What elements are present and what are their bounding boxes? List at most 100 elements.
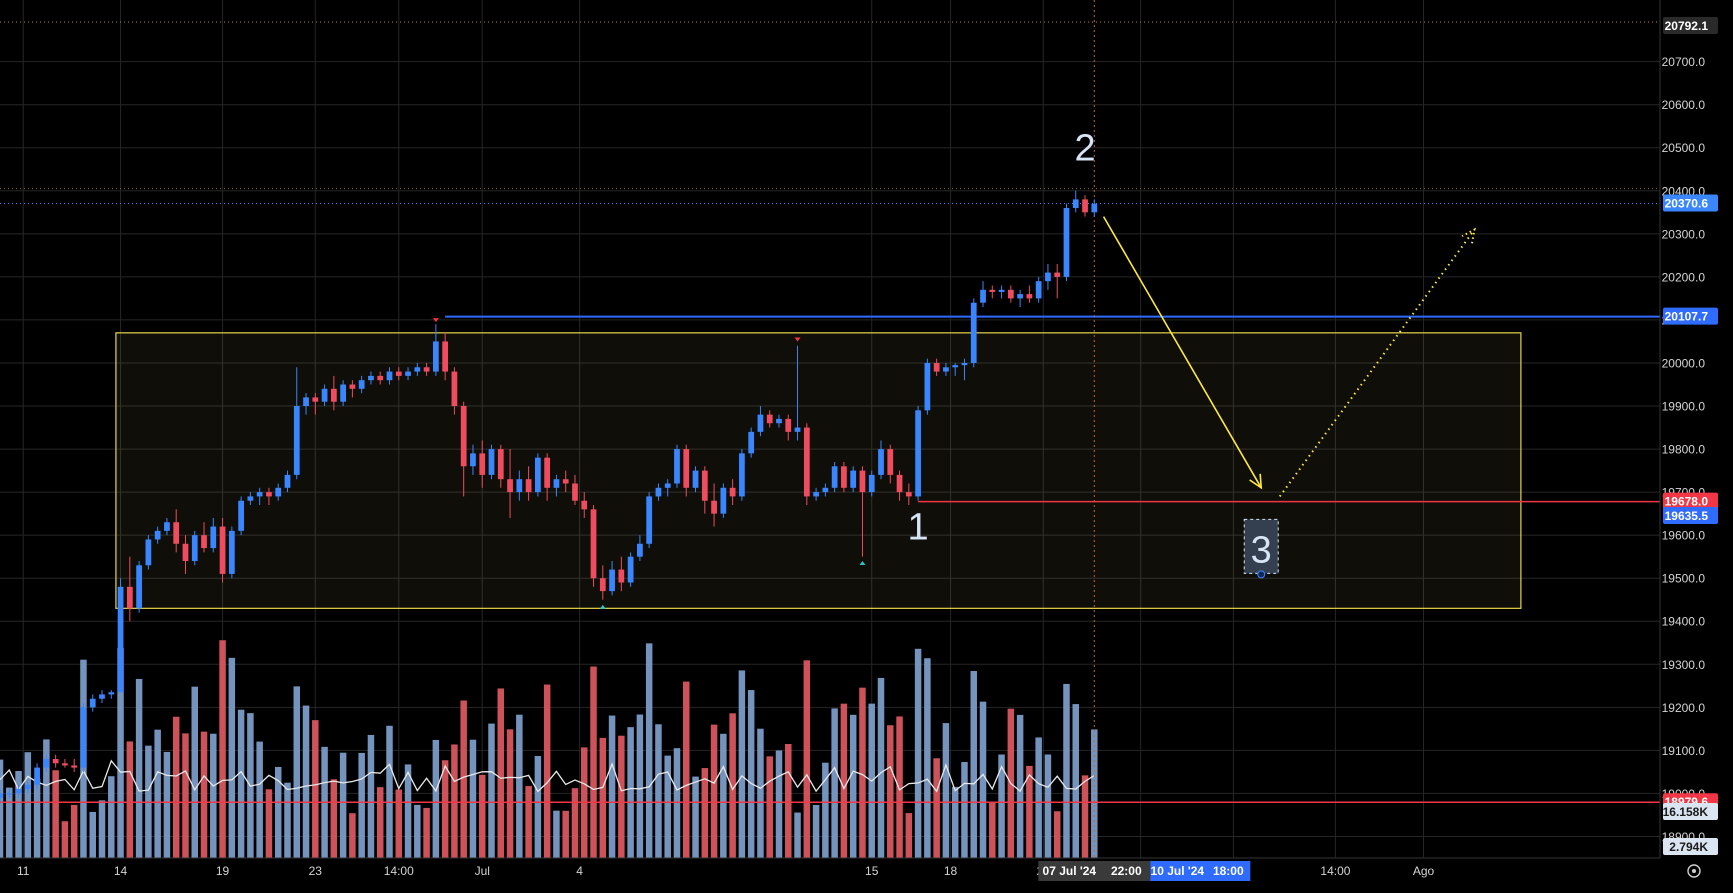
- volume-bar: [599, 737, 607, 858]
- wave-label-2: 2: [1074, 128, 1095, 170]
- range-box-rect[interactable]: [115, 332, 1522, 609]
- candle-body: [340, 384, 347, 402]
- wave-label-3[interactable]: 3: [1251, 529, 1272, 571]
- candle-body: [989, 289, 996, 292]
- candle-body: [154, 530, 161, 540]
- candle-body: [905, 492, 912, 497]
- volume-bar: [0, 759, 4, 858]
- range-box[interactable]: [115, 332, 1522, 609]
- candle-body: [62, 763, 68, 766]
- candle-body: [943, 367, 949, 372]
- crosshair-time-tag: [1038, 861, 1151, 881]
- volume-bar: [1091, 729, 1098, 858]
- volume-bar: [794, 812, 801, 858]
- candle-body: [201, 535, 207, 549]
- volume-bar: [61, 821, 69, 858]
- candle-body: [1063, 208, 1070, 277]
- candle-body: [1072, 199, 1079, 209]
- volume-bar: [571, 788, 579, 858]
- volume-bar: [775, 750, 783, 858]
- volume-bar: [590, 666, 597, 858]
- candle-body: [321, 388, 328, 402]
- anchor-handle[interactable]: [1257, 570, 1266, 579]
- volume-bar: [989, 801, 996, 858]
- candle-body: [312, 397, 319, 402]
- volume-bar: [126, 741, 134, 858]
- candle-body: [590, 509, 597, 579]
- candle-body: [507, 479, 513, 493]
- volume-bar: [52, 770, 59, 858]
- volume-bar: [395, 789, 403, 858]
- candle-body: [479, 453, 486, 475]
- volume-bar: [432, 739, 440, 858]
- price-tick-label: 19600.0: [1662, 529, 1706, 543]
- candle-body: [219, 526, 226, 574]
- candle-body: [516, 479, 523, 493]
- volume-bar: [1063, 683, 1070, 858]
- volume-bar: [182, 733, 189, 858]
- candle-body: [952, 365, 959, 368]
- candle-body: [664, 483, 671, 488]
- volume-bar: [200, 731, 208, 858]
- candle-body: [6, 793, 13, 795]
- annotations[interactable]: 1 2 3: [432, 128, 1476, 609]
- volume-bar: [859, 687, 866, 858]
- candle-body: [1082, 199, 1088, 213]
- crosshair-date: 07 Jul '24: [1043, 864, 1097, 878]
- candle-body: [99, 694, 105, 699]
- wave-label-3-box[interactable]: [1243, 518, 1279, 574]
- candle-body: [284, 474, 291, 488]
- candle-body: [108, 692, 115, 695]
- volume-bar: [339, 752, 347, 858]
- volume-bar: [905, 813, 913, 858]
- price-axis[interactable]: 18900.019000.019100.019200.019300.019400…: [1659, 0, 1733, 893]
- price-tick-label: 20300.0: [1662, 227, 1706, 241]
- candle-body: [89, 698, 96, 708]
- volume-ma-line: [0, 759, 1095, 793]
- candle-body: [785, 418, 792, 432]
- settings-gear-icon[interactable]: [1687, 864, 1701, 878]
- volume-bar: [970, 671, 977, 858]
- candle-body: [766, 414, 773, 424]
- volume-bar: [933, 758, 940, 858]
- volume-bar: [265, 789, 273, 858]
- candle-body: [618, 569, 625, 583]
- candle-body: [330, 388, 337, 402]
- volume-bar: [822, 762, 829, 858]
- volume-bar: [979, 701, 987, 858]
- volume-bar: [191, 686, 198, 858]
- volume-bar: [942, 723, 950, 858]
- volume-bar: [729, 713, 736, 858]
- price-label-text: 19678.0: [1665, 495, 1709, 509]
- volume-bar: [1016, 714, 1024, 858]
- candle-body: [414, 367, 421, 372]
- projection-arrow-up[interactable]: [1278, 228, 1476, 498]
- time-tick-label: Jul: [475, 864, 490, 878]
- price-tick-label: 20700.0: [1662, 55, 1706, 69]
- volume-bar: [720, 733, 727, 858]
- horizontal-lines[interactable]: [0, 0, 1660, 858]
- candle-body: [841, 466, 847, 488]
- candle-body: [349, 384, 356, 389]
- candle-body: [627, 556, 634, 583]
- projection-arrow-down[interactable]: [1102, 216, 1262, 489]
- volume-bar: [525, 786, 532, 858]
- volume-bar: [747, 690, 755, 858]
- volume-bar: [1035, 737, 1042, 858]
- volume-bar: [877, 677, 885, 858]
- price-label-tag: [1663, 838, 1718, 855]
- candle-body: [182, 543, 189, 561]
- volume-bar: [849, 714, 857, 858]
- candle-body: [1007, 289, 1014, 299]
- volume-bar: [1072, 704, 1079, 858]
- wave-label-1: 1: [908, 506, 929, 548]
- candle-body: [794, 427, 801, 432]
- settings-gear-icon-center: [1692, 869, 1696, 873]
- volume-bar: [627, 727, 634, 858]
- time-tick-label: 19: [216, 864, 230, 878]
- candle-body: [757, 414, 764, 432]
- volume-bar: [460, 700, 467, 858]
- candle-body: [544, 457, 551, 488]
